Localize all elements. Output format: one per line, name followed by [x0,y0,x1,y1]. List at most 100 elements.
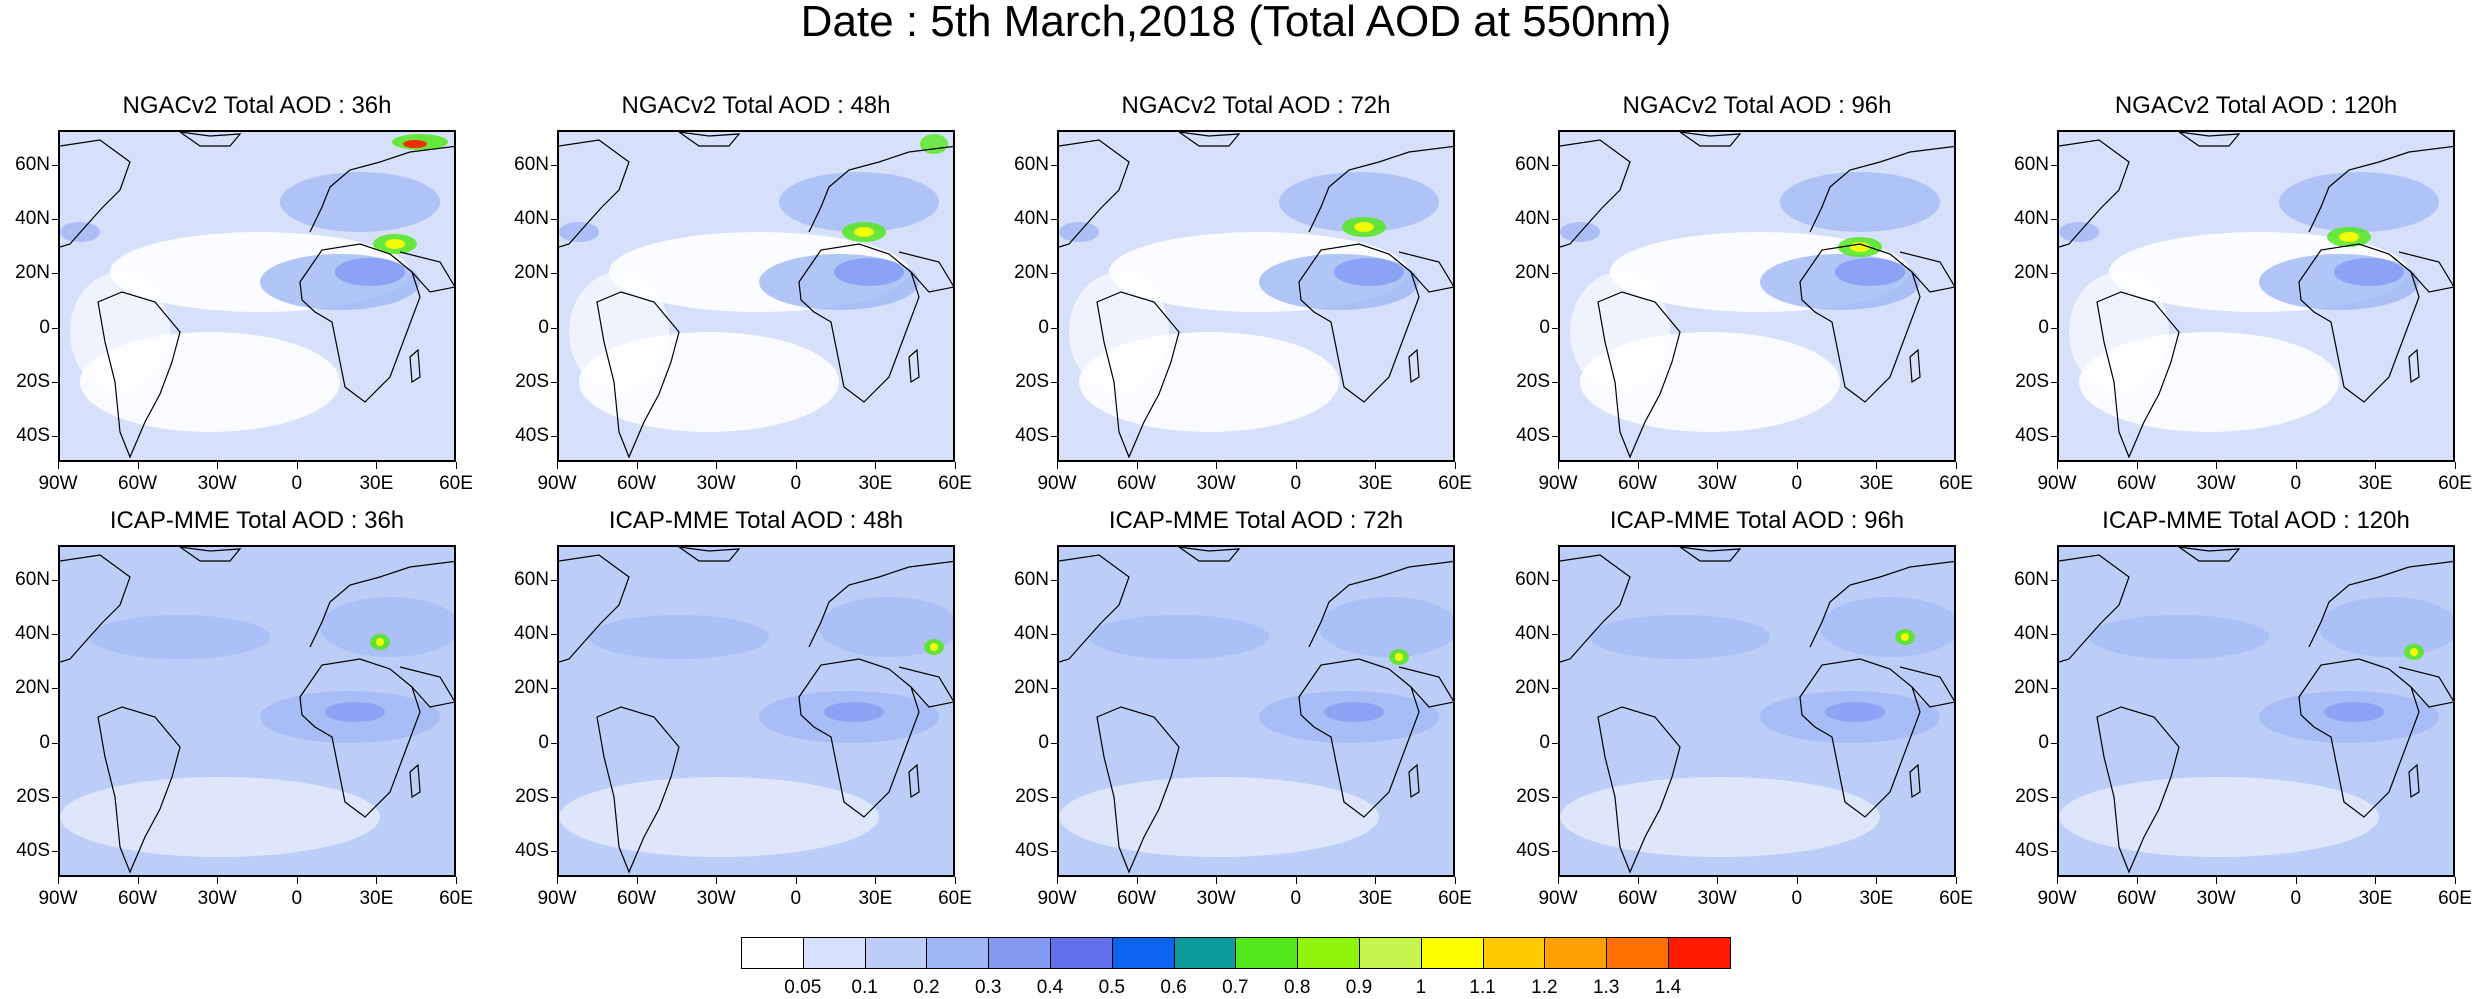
latitude-tick [551,164,557,166]
colorbar-swatch [1173,937,1237,969]
longitude-label: 90W [1538,473,1578,494]
longitude-tick [2136,877,2138,884]
latitude-tick [551,742,557,744]
latitude-label: 40N [1014,207,1049,229]
longitude-tick [1136,877,1138,884]
europe-coast [309,145,454,233]
latitude-tick [551,327,557,329]
colorbar-swatch [1606,937,1669,969]
madagascar-coast [1408,763,1420,799]
latitude-label: 20N [15,677,50,699]
colorbar-label: 0.6 [1160,977,1187,998]
longitude-tick [716,877,718,884]
colorbar-label: 1.3 [1592,977,1620,998]
longitude-label: 60E [1438,888,1472,909]
longitude-label: 60W [1618,473,1658,494]
arabia-coast [399,251,454,293]
colorbar-label: 0.9 [1345,977,1373,998]
latitude-tick [52,381,58,383]
longitude-label: 0 [790,888,802,909]
europe-coast [1809,145,1954,233]
panel-title: NGACv2 Total AOD : 48h [621,92,891,119]
africa-coast [1298,243,1420,403]
latitude-tick [551,273,557,275]
latitude-label: 40S [1516,840,1550,862]
latitude-tick [1552,164,1558,166]
panel-title: NGACv2 Total AOD : 72h [1121,92,1391,119]
europe-coast [808,560,953,648]
latitude-label: 60N [514,153,549,175]
colorbar-swatch [802,937,866,969]
longitude-label: 90W [1037,888,1077,909]
greenland-coast [1679,132,1742,147]
latitude-tick [2051,436,2057,438]
latitude-tick [52,164,58,166]
latitude-tick [52,273,58,275]
greenland-coast [678,547,741,562]
north-america-coast [1560,554,1631,663]
longitude-label: 60E [938,888,972,909]
africa-coast [1799,658,1921,818]
longitude-tick [1295,877,1297,884]
latitude-tick [2051,273,2057,275]
latitude-tick [2051,742,2057,744]
latitude-label: 40S [1015,840,1049,862]
africa-coast [1298,658,1420,818]
longitude-tick [58,462,59,469]
colorbar-swatch [1420,937,1484,969]
longitude-tick [1876,877,1878,884]
longitude-label: 60E [439,473,473,494]
africa-coast [798,658,920,818]
longitude-tick [376,462,378,469]
africa-coast [1799,243,1921,403]
europe-coast [2308,145,2453,233]
arabia-coast [898,666,953,708]
latitude-label: 20N [1515,262,1550,284]
longitude-tick [1796,877,1798,884]
aod-field [1059,132,1453,460]
north-america-coast [559,554,630,663]
latitude-tick [1552,633,1558,635]
longitude-label: 90W [537,473,577,494]
longitude-label: 60E [1939,888,1973,909]
longitude-label: 90W [2037,888,2077,909]
colorbar-label: 0.05 [784,977,822,998]
longitude-label: 60W [617,473,657,494]
longitude-label: 60E [2438,888,2472,909]
longitude-label: 60W [1117,473,1157,494]
latitude-tick [1552,851,1558,853]
longitude-label: 0 [2290,473,2302,494]
longitude-label: 30E [359,888,394,909]
longitude-label: 30W [197,473,237,494]
longitude-tick [1455,462,1456,469]
africa-coast [299,658,421,818]
arabia-coast [2398,251,2453,293]
latitude-label: 0 [1038,316,1049,338]
longitude-tick [557,462,558,469]
longitude-label: 90W [537,888,577,909]
panel-title: ICAP-MME Total AOD : 36h [109,507,405,534]
madagascar-coast [1909,348,1921,384]
panel-title: ICAP-MME Total AOD : 72h [1108,507,1404,534]
panel-title: NGACv2 Total AOD : 120h [2114,92,2398,119]
longitude-tick [716,462,718,469]
longitude-tick [875,462,877,469]
latitude-tick [551,381,557,383]
longitude-tick [2455,877,2456,884]
latitude-tick [551,218,557,220]
latitude-tick [1552,381,1558,383]
longitude-tick [456,462,457,469]
longitude-label: 30E [2358,473,2393,494]
figure-title: Date : 5th March,2018 (Total AOD at 550n… [800,0,1672,46]
south-america-coast [596,706,680,874]
latitude-label: 20N [15,262,50,284]
longitude-label: 90W [1538,888,1578,909]
latitude-label: 20S [1015,785,1049,807]
aod-map [1057,130,1455,462]
colorbar-swatch [988,937,1051,969]
colorbar-swatch [926,937,990,969]
arabia-coast [399,666,454,708]
longitude-tick [1637,462,1639,469]
longitude-tick [1375,462,1377,469]
longitude-label: 0 [790,473,802,494]
